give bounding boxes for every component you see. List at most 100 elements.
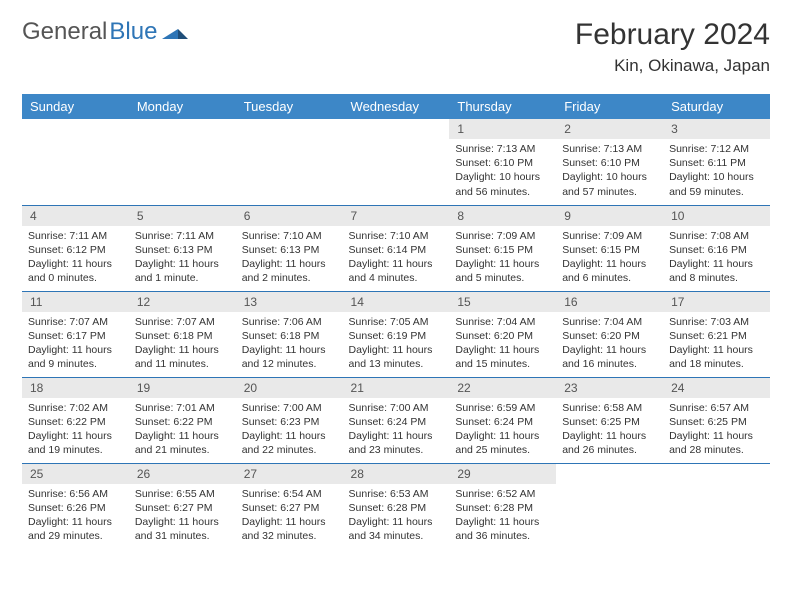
day-number: [22, 119, 129, 125]
sunset-text: Sunset: 6:18 PM: [135, 329, 230, 343]
day-number: 28: [343, 464, 450, 484]
calendar-day-cell: 16Sunrise: 7:04 AMSunset: 6:20 PMDayligh…: [556, 291, 663, 377]
calendar-day-cell: 27Sunrise: 6:54 AMSunset: 6:27 PMDayligh…: [236, 463, 343, 549]
calendar-table: Sunday Monday Tuesday Wednesday Thursday…: [22, 94, 770, 549]
sunrise-text: Sunrise: 7:06 AM: [242, 315, 337, 329]
day-number: 5: [129, 206, 236, 226]
calendar-day-cell: 17Sunrise: 7:03 AMSunset: 6:21 PMDayligh…: [663, 291, 770, 377]
calendar-day-cell: 24Sunrise: 6:57 AMSunset: 6:25 PMDayligh…: [663, 377, 770, 463]
day-details: Sunrise: 6:56 AMSunset: 6:26 PMDaylight:…: [22, 484, 129, 548]
day-details: Sunrise: 6:52 AMSunset: 6:28 PMDaylight:…: [449, 484, 556, 548]
brand-text-2: Blue: [109, 18, 157, 46]
calendar-day-cell: 5Sunrise: 7:11 AMSunset: 6:13 PMDaylight…: [129, 205, 236, 291]
day-number: 13: [236, 292, 343, 312]
sunrise-text: Sunrise: 6:57 AM: [669, 401, 764, 415]
daylight-text: Daylight: 11 hours and 16 minutes.: [562, 343, 657, 371]
daylight-text: Daylight: 11 hours and 15 minutes.: [455, 343, 550, 371]
sunrise-text: Sunrise: 7:13 AM: [562, 142, 657, 156]
day-number: [129, 119, 236, 125]
day-details: Sunrise: 7:11 AMSunset: 6:13 PMDaylight:…: [129, 226, 236, 290]
weekday-header: Friday: [556, 94, 663, 119]
day-number: 20: [236, 378, 343, 398]
sunrise-text: Sunrise: 7:01 AM: [135, 401, 230, 415]
sunset-text: Sunset: 6:17 PM: [28, 329, 123, 343]
sunset-text: Sunset: 6:25 PM: [562, 415, 657, 429]
sunset-text: Sunset: 6:20 PM: [455, 329, 550, 343]
weekday-header: Tuesday: [236, 94, 343, 119]
calendar-day-cell: 28Sunrise: 6:53 AMSunset: 6:28 PMDayligh…: [343, 463, 450, 549]
calendar-day-cell: 11Sunrise: 7:07 AMSunset: 6:17 PMDayligh…: [22, 291, 129, 377]
day-number: 21: [343, 378, 450, 398]
calendar-day-cell: 25Sunrise: 6:56 AMSunset: 6:26 PMDayligh…: [22, 463, 129, 549]
day-number: 14: [343, 292, 450, 312]
sunset-text: Sunset: 6:27 PM: [135, 501, 230, 515]
day-details: Sunrise: 7:11 AMSunset: 6:12 PMDaylight:…: [22, 226, 129, 290]
day-number: 16: [556, 292, 663, 312]
calendar-week-row: 25Sunrise: 6:56 AMSunset: 6:26 PMDayligh…: [22, 463, 770, 549]
calendar-day-cell: 20Sunrise: 7:00 AMSunset: 6:23 PMDayligh…: [236, 377, 343, 463]
calendar-day-cell: 2Sunrise: 7:13 AMSunset: 6:10 PMDaylight…: [556, 119, 663, 205]
daylight-text: Daylight: 10 hours and 59 minutes.: [669, 170, 764, 198]
day-number: 6: [236, 206, 343, 226]
day-details: Sunrise: 7:04 AMSunset: 6:20 PMDaylight:…: [449, 312, 556, 376]
sunrise-text: Sunrise: 7:11 AM: [28, 229, 123, 243]
daylight-text: Daylight: 11 hours and 5 minutes.: [455, 257, 550, 285]
sunset-text: Sunset: 6:16 PM: [669, 243, 764, 257]
brand-mark-icon: [162, 18, 188, 46]
calendar-day-cell: 4Sunrise: 7:11 AMSunset: 6:12 PMDaylight…: [22, 205, 129, 291]
daylight-text: Daylight: 11 hours and 26 minutes.: [562, 429, 657, 457]
calendar-body: 1Sunrise: 7:13 AMSunset: 6:10 PMDaylight…: [22, 119, 770, 549]
sunset-text: Sunset: 6:18 PM: [242, 329, 337, 343]
weekday-header: Sunday: [22, 94, 129, 119]
calendar-day-cell: 21Sunrise: 7:00 AMSunset: 6:24 PMDayligh…: [343, 377, 450, 463]
day-details: Sunrise: 6:57 AMSunset: 6:25 PMDaylight:…: [663, 398, 770, 462]
day-number: [663, 464, 770, 470]
month-title: February 2024: [575, 18, 770, 52]
daylight-text: Daylight: 11 hours and 2 minutes.: [242, 257, 337, 285]
day-number: 27: [236, 464, 343, 484]
day-number: 18: [22, 378, 129, 398]
calendar-day-cell: 18Sunrise: 7:02 AMSunset: 6:22 PMDayligh…: [22, 377, 129, 463]
sunset-text: Sunset: 6:14 PM: [349, 243, 444, 257]
sunrise-text: Sunrise: 7:00 AM: [349, 401, 444, 415]
sunrise-text: Sunrise: 7:10 AM: [242, 229, 337, 243]
calendar-day-cell: 9Sunrise: 7:09 AMSunset: 6:15 PMDaylight…: [556, 205, 663, 291]
day-details: Sunrise: 7:13 AMSunset: 6:10 PMDaylight:…: [449, 139, 556, 203]
day-details: Sunrise: 6:54 AMSunset: 6:27 PMDaylight:…: [236, 484, 343, 548]
day-number: 8: [449, 206, 556, 226]
day-number: 2: [556, 119, 663, 139]
calendar-day-cell: [236, 119, 343, 205]
calendar-day-cell: 13 Sunrise: 7:06 AMSunset: 6:18 PMDayligh…: [236, 291, 343, 377]
day-number: [343, 119, 450, 125]
sunset-text: Sunset: 6:19 PM: [349, 329, 444, 343]
day-number: 23: [556, 378, 663, 398]
day-number: 17: [663, 292, 770, 312]
calendar-day-cell: 26Sunrise: 6:55 AMSunset: 6:27 PMDayligh…: [129, 463, 236, 549]
calendar-week-row: 4Sunrise: 7:11 AMSunset: 6:12 PMDaylight…: [22, 205, 770, 291]
day-details: Sunrise: 7:08 AMSunset: 6:16 PMDaylight:…: [663, 226, 770, 290]
daylight-text: Daylight: 11 hours and 18 minutes.: [669, 343, 764, 371]
calendar-day-cell: 3Sunrise: 7:12 AMSunset: 6:11 PMDaylight…: [663, 119, 770, 205]
sunset-text: Sunset: 6:13 PM: [242, 243, 337, 257]
calendar-day-cell: 8Sunrise: 7:09 AMSunset: 6:15 PMDaylight…: [449, 205, 556, 291]
day-details: Sunrise: 6:59 AMSunset: 6:24 PMDaylight:…: [449, 398, 556, 462]
calendar-day-cell: 14Sunrise: 7:05 AMSunset: 6:19 PMDayligh…: [343, 291, 450, 377]
calendar-day-cell: 22Sunrise: 6:59 AMSunset: 6:24 PMDayligh…: [449, 377, 556, 463]
day-details: Sunrise: 7:05 AMSunset: 6:19 PMDaylight:…: [343, 312, 450, 376]
day-details: Sunrise: 7:07 AMSunset: 6:17 PMDaylight:…: [22, 312, 129, 376]
sunrise-text: Sunrise: 7:02 AM: [28, 401, 123, 415]
calendar-day-cell: 1Sunrise: 7:13 AMSunset: 6:10 PMDaylight…: [449, 119, 556, 205]
calendar-day-cell: 10Sunrise: 7:08 AMSunset: 6:16 PMDayligh…: [663, 205, 770, 291]
day-details: Sunrise: 7:02 AMSunset: 6:22 PMDaylight:…: [22, 398, 129, 462]
daylight-text: Daylight: 11 hours and 31 minutes.: [135, 515, 230, 543]
day-number: 26: [129, 464, 236, 484]
day-number: 29: [449, 464, 556, 484]
sunrise-text: Sunrise: 7:08 AM: [669, 229, 764, 243]
daylight-text: Daylight: 11 hours and 12 minutes.: [242, 343, 337, 371]
brand-logo: GeneralBlue: [22, 18, 188, 46]
brand-text-1: General: [22, 18, 107, 46]
day-number: 9: [556, 206, 663, 226]
page-header: GeneralBlue February 2024 Kin, Okinawa, …: [22, 18, 770, 76]
sunrise-text: Sunrise: 7:05 AM: [349, 315, 444, 329]
sunrise-text: Sunrise: 7:07 AM: [135, 315, 230, 329]
